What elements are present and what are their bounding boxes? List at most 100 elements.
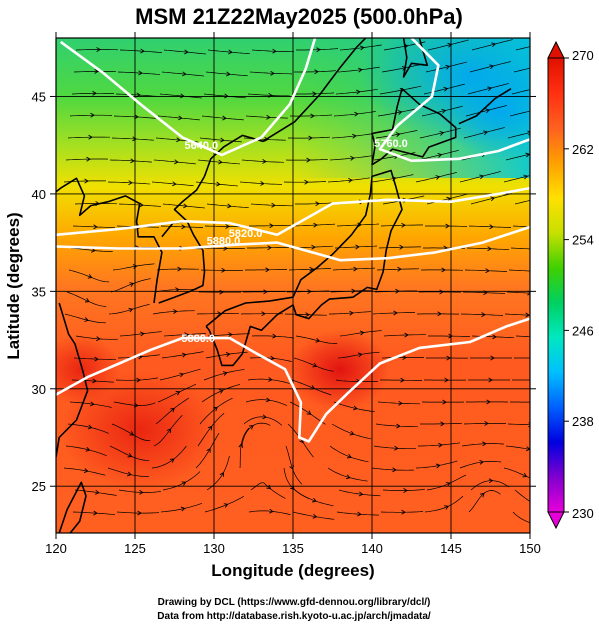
map-title: MSM 21Z22May2025 (500.0hPa) xyxy=(135,4,463,29)
streamline-arrowhead-71 xyxy=(260,181,265,186)
streamline-arrowhead-161 xyxy=(357,352,363,358)
streamline-arrowhead-88 xyxy=(535,197,539,201)
colorbar-min-arrow xyxy=(547,511,565,530)
streamline-arrowhead-179 xyxy=(175,390,181,396)
streamline-40 xyxy=(333,111,376,117)
streamline-188 xyxy=(67,423,109,434)
streamline-arrowhead-226 xyxy=(312,497,317,503)
streamline-arrowhead-12 xyxy=(94,69,99,74)
streamline-arrowhead-153 xyxy=(492,334,497,340)
streamline-arrowhead-54 xyxy=(483,130,489,136)
streamline-34 xyxy=(69,114,113,117)
streamline-arrowhead-144 xyxy=(95,336,101,342)
streamline-arrowhead-148 xyxy=(272,333,277,339)
credit-data: Data from http://database.rish.kyoto-u.a… xyxy=(157,611,431,622)
streamline-30 xyxy=(379,85,422,95)
streamline-arrowhead-34 xyxy=(90,112,95,118)
streamline-arrowhead-110 xyxy=(531,247,535,251)
streamline-16 xyxy=(249,71,293,75)
streamline-227 xyxy=(338,489,381,497)
streamline-96 xyxy=(380,224,424,227)
streamline-arrowhead-150 xyxy=(359,330,365,336)
streamline-arrowhead-187 xyxy=(531,400,534,404)
streamline-18 xyxy=(337,66,380,73)
streamline-179 xyxy=(157,383,197,403)
streamline-arrowhead-143 xyxy=(525,312,530,318)
streamline-arrowhead-64 xyxy=(437,152,443,158)
streamline-arrowhead-51 xyxy=(352,133,357,139)
streamline-arrowhead-196 xyxy=(440,421,445,427)
streamline-42 xyxy=(421,105,463,117)
streamline-arrowhead-151 xyxy=(404,332,409,338)
streamline-124 xyxy=(154,288,197,293)
streamline-202 xyxy=(197,413,225,447)
streamline-arrowhead-29 xyxy=(356,89,361,95)
x-tick-label-140: 140 xyxy=(361,541,383,556)
x-tick-label-125: 125 xyxy=(124,541,146,556)
streamline-arrowhead-216 xyxy=(345,474,351,480)
streamline-arrowhead-59 xyxy=(218,159,223,165)
streamline-arrowhead-69 xyxy=(172,181,177,187)
coastline-6 xyxy=(173,175,206,222)
streamline-191 xyxy=(199,397,233,425)
streamline-arrowhead-79 xyxy=(139,202,144,208)
x-tick-label-150: 150 xyxy=(519,541,541,556)
longitude-axis: 120 125 130 135 140 145 150 xyxy=(45,32,541,556)
streamline-arrowhead-138 xyxy=(305,312,310,318)
x-tick-label-130: 130 xyxy=(203,541,225,556)
streamline-2 xyxy=(119,49,162,53)
streamline-arrowhead-81 xyxy=(227,203,232,209)
coastline-2 xyxy=(371,87,457,166)
streamline-arrowhead-17 xyxy=(314,69,319,75)
streamline-arrowhead-139 xyxy=(349,310,354,316)
colorbar-label-270: 270 xyxy=(572,48,594,63)
streamline-arrowhead-142 xyxy=(481,312,486,318)
streamline-arrowhead-68 xyxy=(128,180,133,186)
streamline-arrowhead-224 xyxy=(219,472,224,477)
streamline-arrowhead-97 xyxy=(445,223,450,229)
streamline-arrowhead-33 xyxy=(532,87,536,91)
streamline-arrowhead-120 xyxy=(485,268,490,274)
streamline-220 xyxy=(503,467,530,479)
streamline-57 xyxy=(109,159,152,163)
streamline-arrowhead-49 xyxy=(264,136,269,142)
streamline-arrowhead-37 xyxy=(222,115,227,121)
streamline-41 xyxy=(377,107,420,117)
streamline-arrowhead-40 xyxy=(354,111,359,117)
streamline-116 xyxy=(288,268,332,271)
streamline-26 xyxy=(203,93,246,99)
streamline-153 xyxy=(471,335,515,339)
streamline-207 xyxy=(418,442,460,447)
streamline-135 xyxy=(152,310,195,315)
coastline-1 xyxy=(205,169,403,367)
streamline-arrowhead-23 xyxy=(92,90,97,96)
streamline-136 xyxy=(196,312,239,315)
streamline-arrowhead-11 xyxy=(536,43,540,47)
streamline-214 xyxy=(239,427,250,469)
streamline-242 xyxy=(512,511,530,524)
streamline-arrowhead-197 xyxy=(484,421,489,426)
contour-5 xyxy=(56,317,530,443)
colorbar-label-246: 246 xyxy=(572,323,594,338)
streamline-64 xyxy=(417,149,459,161)
streamline-arrowhead-39 xyxy=(310,113,315,119)
streamline-arrowhead-45 xyxy=(88,134,93,140)
streamline-87 xyxy=(470,193,512,205)
streamline-arrowhead-14 xyxy=(182,71,187,77)
streamline-82 xyxy=(250,203,293,207)
streamline-arrowhead-82 xyxy=(271,202,276,208)
streamline-arrowhead-237 xyxy=(312,513,318,519)
contour-label-5: 5880.0 xyxy=(181,333,215,345)
streamline-231 xyxy=(514,489,530,502)
streamline-45 xyxy=(67,136,110,139)
streamline-arrowhead-182 xyxy=(306,410,312,415)
streamline-208 xyxy=(461,443,504,447)
streamline-160 xyxy=(293,357,334,372)
streamline-arrowhead-205 xyxy=(347,453,352,459)
streamline-arrowhead-207 xyxy=(438,442,443,448)
streamline-195 xyxy=(375,423,418,428)
streamline-3 xyxy=(163,49,206,55)
colorbar-label-254: 254 xyxy=(572,233,594,248)
streamline-arrowhead-47 xyxy=(176,137,181,143)
streamline-arrowhead-203 xyxy=(249,425,254,430)
